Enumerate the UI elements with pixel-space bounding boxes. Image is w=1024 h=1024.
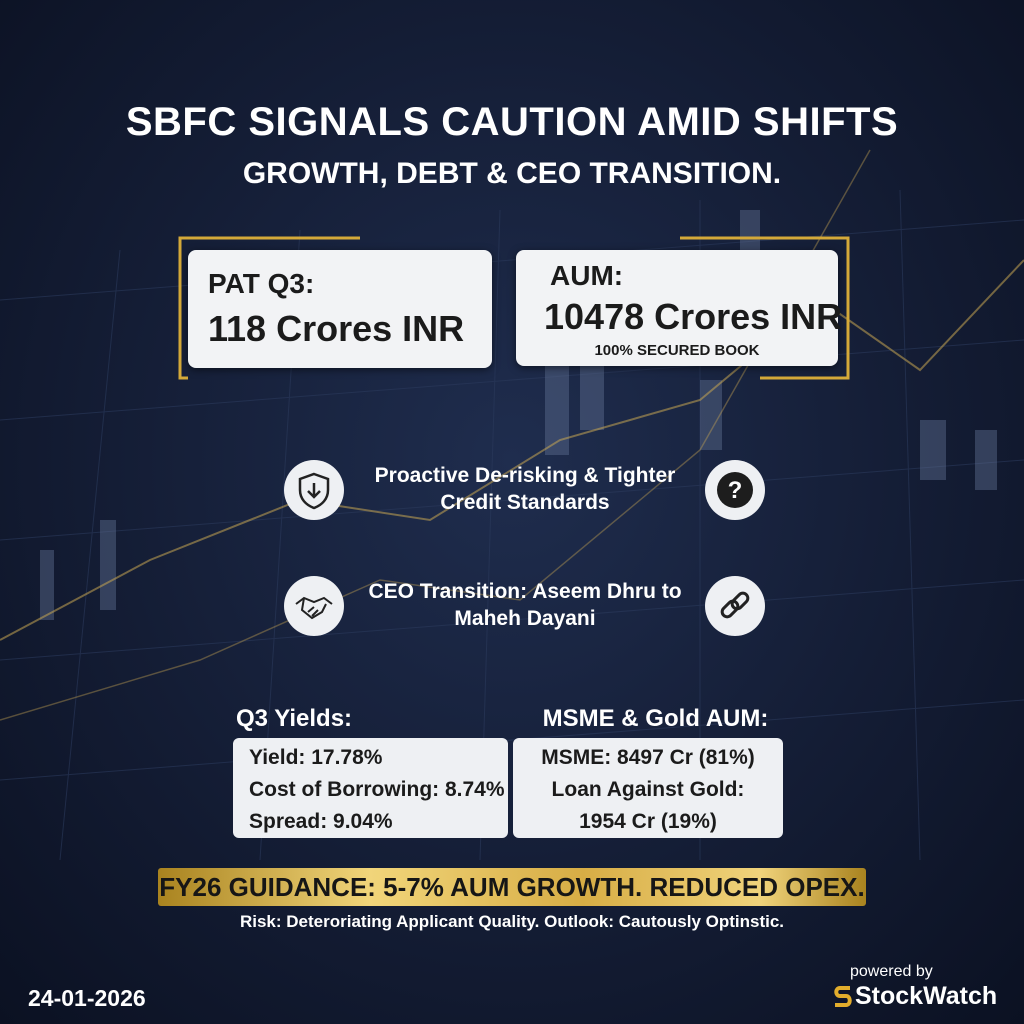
panel-title: MSME & Gold AUM: — [542, 705, 769, 732]
guidance-banner: FY26 GUIDANCE: 5-7% AUM GROWTH. REDUCED … — [158, 868, 866, 906]
handshake-icon — [284, 576, 344, 636]
card-note: 100% SECURED BOOK — [594, 342, 760, 359]
yields-panel: Yield: 17.78% Cost of Borrowing: 8.74% S… — [233, 738, 508, 838]
point-text: CEO Transition: Aseem Dhru to Maheh Daya… — [368, 580, 682, 630]
panel-line: Cost of Borrowing: 8.74% — [249, 778, 505, 801]
subtitle: GROWTH, DEBT & CEO TRANSITION. — [242, 157, 782, 190]
risk-outlook: Risk: Deteroriating Applicant Quality. O… — [239, 912, 785, 931]
link-icon — [705, 576, 765, 636]
panel-line: 1954 Cr (19%) — [579, 810, 717, 833]
question-icon: ? — [705, 460, 765, 520]
pat-card: PAT Q3: 118 Crores INR — [188, 250, 492, 368]
point-text: Proactive De-risking & Tighter Credit St… — [374, 464, 676, 514]
card-value: 118 Crores INR — [208, 308, 465, 349]
panel-line: Loan Against Gold: — [551, 778, 745, 801]
brand-logo — [834, 986, 852, 1007]
card-value: 10478 Crores INR — [544, 296, 843, 337]
panel-title: Q3 Yields: — [236, 705, 353, 732]
panel-line: Yield: 17.78% — [249, 746, 383, 769]
card-label: PAT Q3: — [208, 268, 315, 299]
aum-card: AUM: 10478 Crores INR 100% SECURED BOOK — [516, 250, 842, 366]
card-label: AUM: — [550, 260, 624, 291]
brand-name: StockWatch — [855, 982, 998, 1010]
svg-text:?: ? — [728, 477, 743, 504]
powered-by: powered by — [850, 963, 933, 980]
aum-panel: MSME: 8497 Cr (81%) Loan Against Gold: 1… — [513, 738, 783, 838]
title: SBFC SIGNALS CAUTION AMID SHIFTS — [125, 100, 899, 144]
shield-icon — [284, 460, 344, 520]
date: 24-01-2026 — [28, 985, 146, 1011]
panel-line: Spread: 9.04% — [249, 810, 393, 833]
panel-line: MSME: 8497 Cr (81%) — [541, 746, 755, 769]
